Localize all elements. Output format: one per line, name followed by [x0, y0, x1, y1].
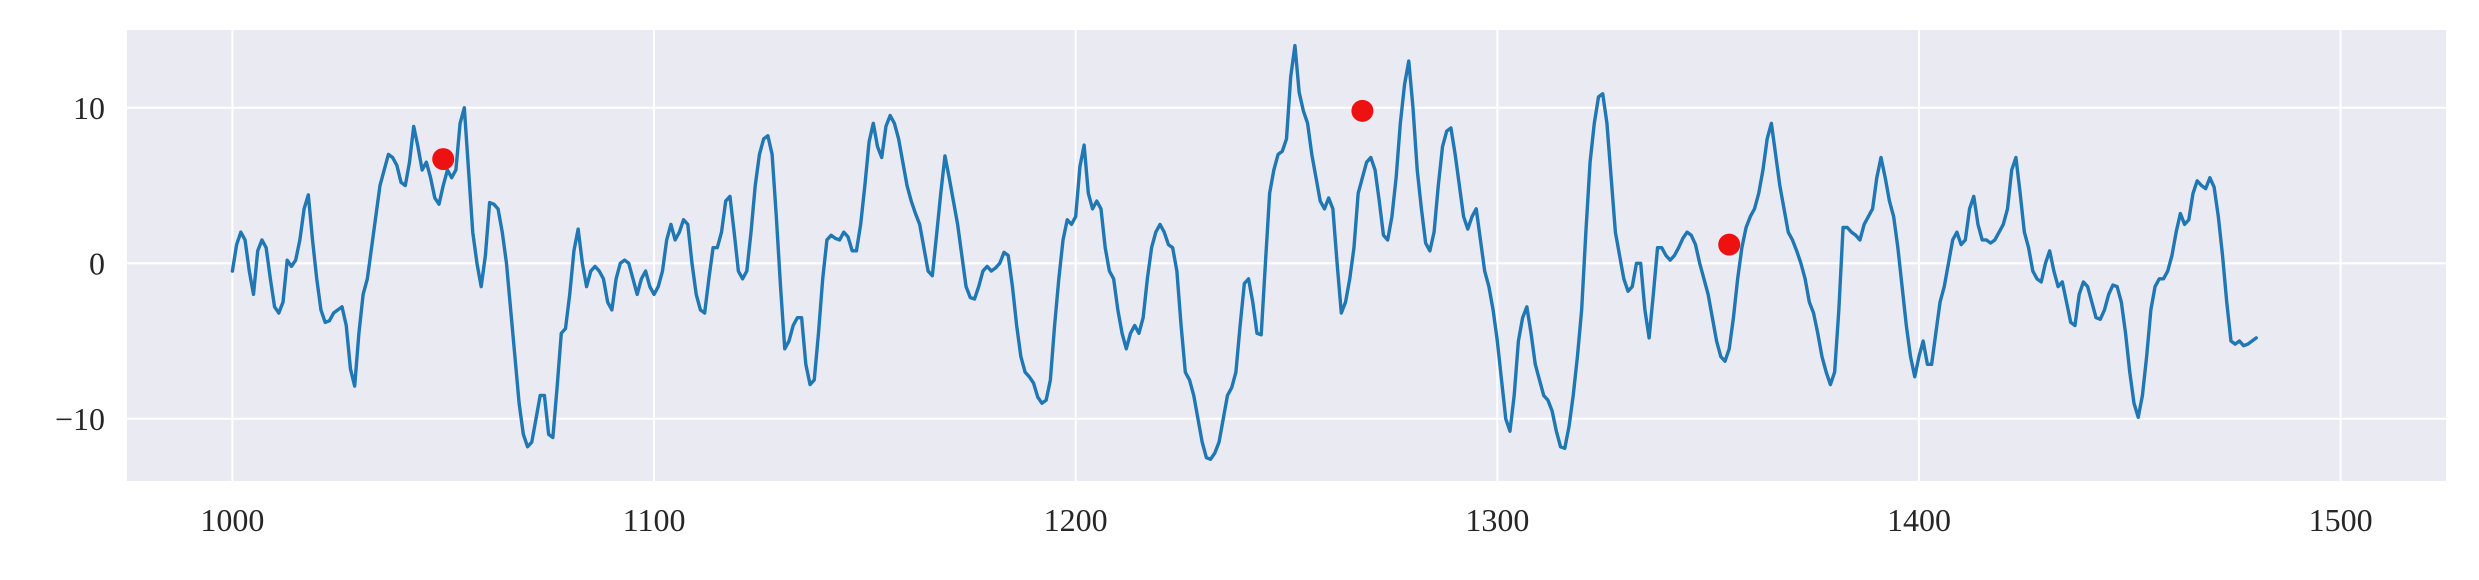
y-tick-label: 0	[89, 245, 105, 281]
series-line	[230, 43, 2258, 461]
x-tick-label: 1500	[2309, 502, 2373, 538]
x-tick-label: 1200	[1044, 502, 1108, 538]
x-tick-label: 1400	[1887, 502, 1951, 538]
x-tick-label: 1300	[1465, 502, 1529, 538]
x-tick-label: 1000	[200, 502, 264, 538]
series-layer	[230, 43, 2258, 461]
highlight-point	[1351, 99, 1374, 122]
gridlines	[127, 30, 2446, 481]
highlight-point	[1718, 233, 1741, 256]
highlight-markers	[432, 99, 1741, 256]
x-tick-label: 1100	[623, 502, 686, 538]
highlight-point	[432, 148, 455, 171]
y-tick-label: −10	[55, 401, 105, 437]
plot-area	[127, 30, 2446, 481]
y-tick-label: 10	[73, 90, 105, 126]
tick-labels: 1000 1100 1200 1300 1400 1500 −10 0 10	[55, 90, 2373, 538]
